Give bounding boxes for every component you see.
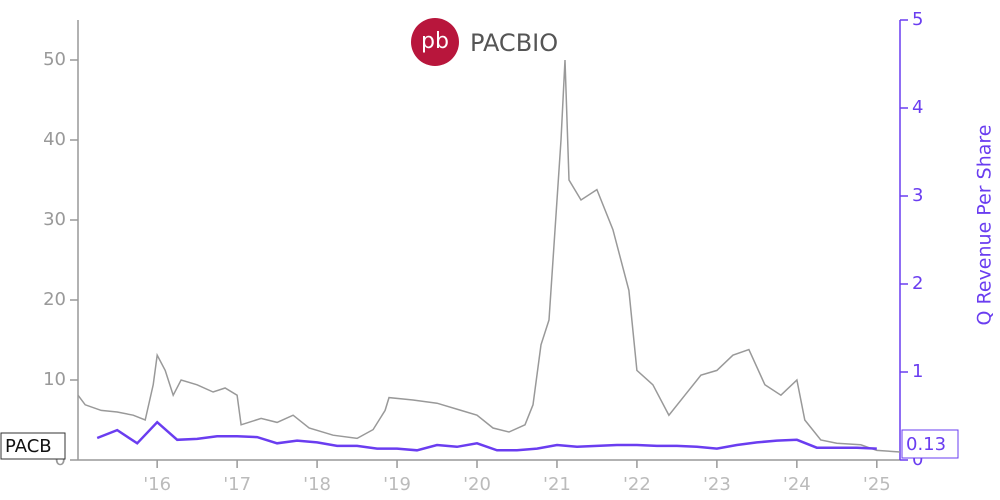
ticker-box <box>0 432 66 460</box>
x-tick-label: '17 <box>223 474 251 495</box>
x-tick-label: '20 <box>463 474 491 495</box>
x-tick-label: '16 <box>143 474 171 495</box>
y-tick-label: 30 <box>43 209 66 230</box>
series-line <box>96 420 877 452</box>
y2-tick-label: 3 <box>912 185 923 206</box>
x-tick-label: '18 <box>303 474 331 495</box>
x-tick-label: '22 <box>623 474 651 495</box>
x-tick-label: '19 <box>383 474 411 495</box>
y2-tick-label: 0 <box>912 449 923 470</box>
x-tick-label: '25 <box>863 474 891 495</box>
logo-text: PACBIO <box>470 29 558 57</box>
y2-tick-label: 4 <box>912 97 923 118</box>
logo-glyph: pb <box>421 29 449 54</box>
last-value-label: 0.13 <box>906 434 946 455</box>
series-line <box>77 59 901 453</box>
y-tick-label: 50 <box>43 49 66 70</box>
y2-axis-title: Q Revenue Per Share <box>974 125 996 326</box>
y-tick-label: 10 <box>43 369 66 390</box>
x-tick-label: '21 <box>543 474 571 495</box>
y2-tick-label: 2 <box>912 273 923 294</box>
y-tick-label: 40 <box>43 129 66 150</box>
logo-mark <box>411 18 459 66</box>
ticker-label: PACB <box>5 436 52 457</box>
y2-tick-label: 5 <box>912 9 923 30</box>
y2-tick-label: 1 <box>912 361 923 382</box>
last-value-box <box>901 429 959 459</box>
x-tick-label: '23 <box>703 474 731 495</box>
y-tick-label: 20 <box>43 289 66 310</box>
x-tick-label: '24 <box>783 474 811 495</box>
